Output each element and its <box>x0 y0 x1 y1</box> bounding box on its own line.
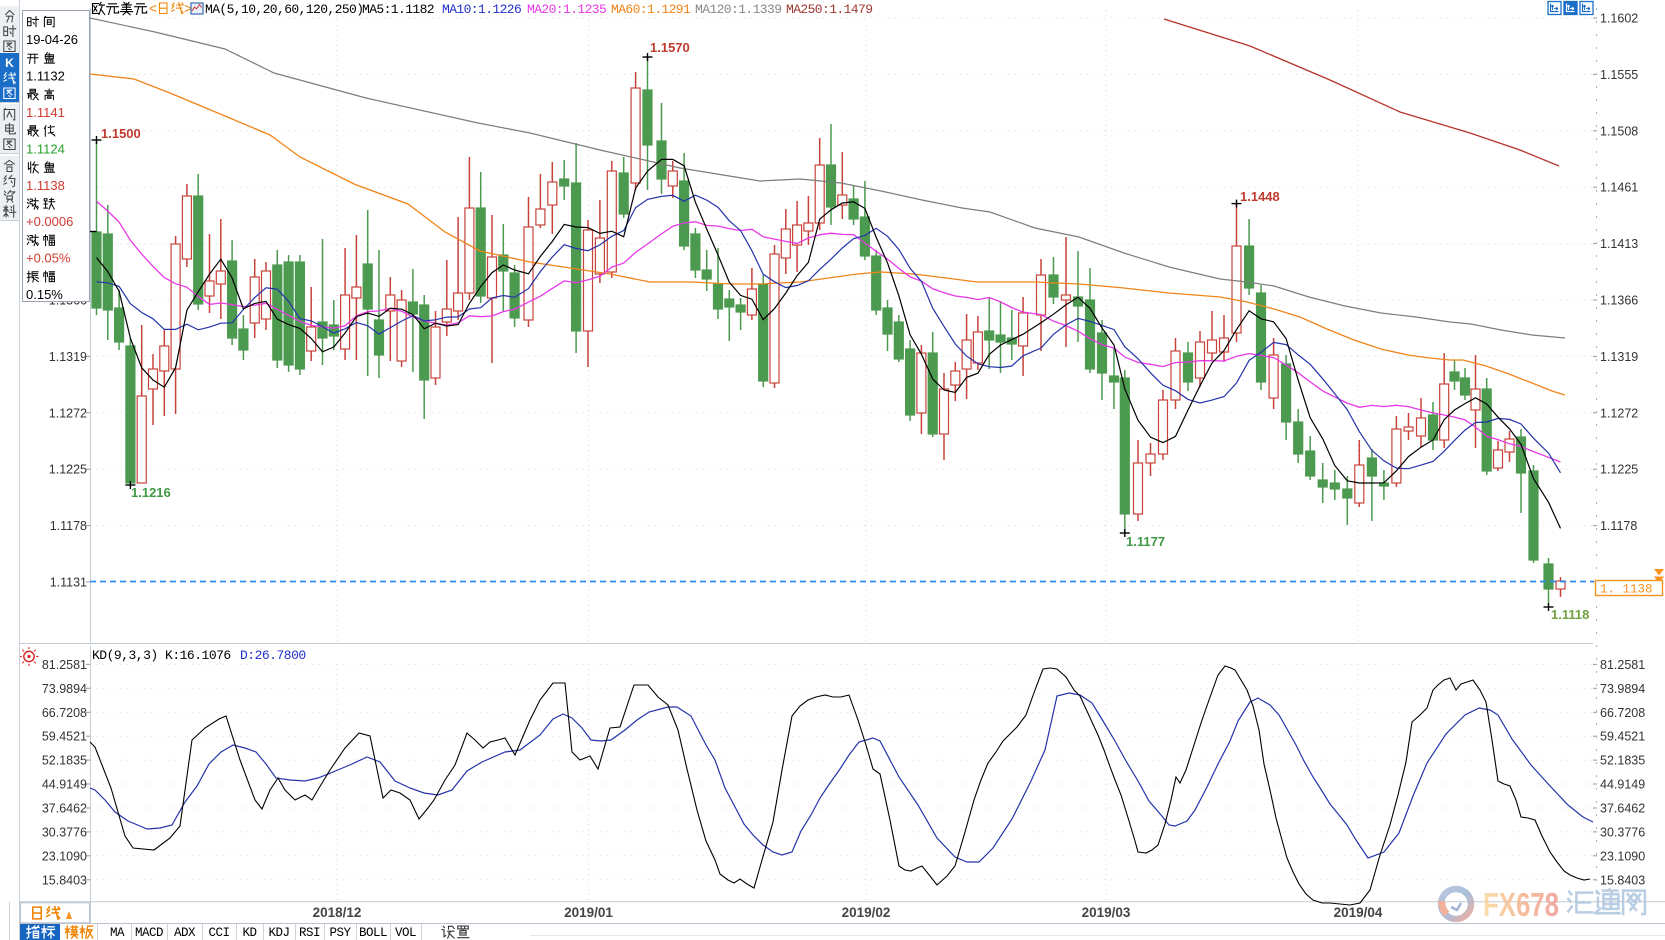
svg-text:30.3776: 30.3776 <box>1600 825 1645 839</box>
svg-text:1.1319: 1.1319 <box>1600 350 1638 364</box>
svg-text:KD: KD <box>242 926 256 940</box>
svg-text:0.15%: 0.15% <box>26 287 63 302</box>
svg-text:1.1461: 1.1461 <box>1600 181 1638 195</box>
svg-text:37.6462: 37.6462 <box>1600 802 1645 816</box>
svg-text:1.1570: 1.1570 <box>650 40 690 55</box>
svg-text:1.1602: 1.1602 <box>1600 12 1638 26</box>
svg-text:MA20:1.1235: MA20:1.1235 <box>527 2 606 17</box>
svg-text:2019/02: 2019/02 <box>842 905 891 920</box>
svg-text:2019/01: 2019/01 <box>564 905 613 920</box>
svg-text:KD(9,3,3) K:16.1076: KD(9,3,3) K:16.1076 <box>92 648 231 663</box>
svg-text:66.7208: 66.7208 <box>42 706 87 720</box>
svg-text:MA60:1.1291: MA60:1.1291 <box>611 2 691 17</box>
svg-text:30.3776: 30.3776 <box>42 825 87 839</box>
svg-text:1.1366: 1.1366 <box>1600 294 1638 308</box>
svg-text:73.9894: 73.9894 <box>42 682 87 696</box>
svg-text:MA10:1.1226: MA10:1.1226 <box>442 2 521 17</box>
svg-text:2019/04: 2019/04 <box>1334 905 1383 920</box>
svg-text:1.1272: 1.1272 <box>1600 406 1638 420</box>
svg-text:66.7208: 66.7208 <box>1600 706 1645 720</box>
svg-text:1.1555: 1.1555 <box>1600 68 1638 82</box>
svg-text:1.1319: 1.1319 <box>49 350 87 364</box>
svg-text:1.1124: 1.1124 <box>26 141 65 156</box>
svg-text:81.2581: 81.2581 <box>42 658 87 672</box>
svg-text:1.1141: 1.1141 <box>26 105 65 120</box>
svg-text:1.1508: 1.1508 <box>1600 124 1638 138</box>
svg-text:1.1132: 1.1132 <box>26 69 65 84</box>
svg-text:1.1131: 1.1131 <box>50 576 87 590</box>
svg-text:52.1835: 52.1835 <box>42 754 87 768</box>
svg-text:1. 1138: 1. 1138 <box>1600 583 1653 597</box>
svg-text:MA(5,10,20,60,120,250): MA(5,10,20,60,120,250) <box>205 2 363 17</box>
svg-text:1.1138: 1.1138 <box>26 178 65 193</box>
svg-text:PSY: PSY <box>329 926 351 940</box>
svg-text:RSI: RSI <box>299 926 320 940</box>
svg-text:37.6462: 37.6462 <box>42 802 87 816</box>
svg-text:KDJ: KDJ <box>268 926 289 940</box>
svg-text:44.9149: 44.9149 <box>42 778 87 792</box>
svg-text:23.1090: 23.1090 <box>42 849 87 863</box>
svg-text:81.2581: 81.2581 <box>1600 658 1645 672</box>
svg-text:19-04-26: 19-04-26 <box>26 32 78 47</box>
svg-text:D:26.7800: D:26.7800 <box>240 648 306 663</box>
svg-text:<: < <box>149 1 157 16</box>
svg-text:VOL: VOL <box>395 926 416 940</box>
svg-text:1.1177: 1.1177 <box>1126 534 1165 549</box>
svg-text:MA250:1.1479: MA250:1.1479 <box>786 2 872 17</box>
svg-text:1.1178: 1.1178 <box>50 519 87 533</box>
svg-text:+0.05%: +0.05% <box>26 251 71 266</box>
svg-text:2018/12: 2018/12 <box>313 905 362 920</box>
svg-text:2019/03: 2019/03 <box>1082 905 1131 920</box>
svg-text:1.1413: 1.1413 <box>1600 237 1638 251</box>
svg-text:1.1500: 1.1500 <box>101 126 141 141</box>
svg-text:1.1118: 1.1118 <box>1551 607 1589 622</box>
svg-text:MA120:1.1339: MA120:1.1339 <box>695 2 781 17</box>
svg-text:K: K <box>5 56 14 70</box>
svg-text:MACD: MACD <box>135 926 163 940</box>
svg-text:73.9894: 73.9894 <box>1600 682 1645 696</box>
svg-text:+0.0006: +0.0006 <box>26 214 73 229</box>
svg-text:1.1225: 1.1225 <box>49 463 87 477</box>
svg-text:1.1272: 1.1272 <box>49 406 87 420</box>
svg-text:FX678: FX678 <box>1483 886 1559 923</box>
svg-text:1.1216: 1.1216 <box>131 485 171 500</box>
svg-text:15.8403: 15.8403 <box>1600 873 1645 887</box>
svg-text:ADX: ADX <box>174 926 196 940</box>
svg-text:1.1225: 1.1225 <box>1600 463 1638 477</box>
svg-text:1.1178: 1.1178 <box>1600 519 1637 533</box>
svg-text:59.4521: 59.4521 <box>1600 730 1645 744</box>
svg-text:15.8403: 15.8403 <box>42 873 87 887</box>
svg-text:23.1090: 23.1090 <box>1600 849 1645 863</box>
svg-text:MA5:1.1182: MA5:1.1182 <box>362 2 434 17</box>
svg-text:59.4521: 59.4521 <box>42 730 87 744</box>
svg-text:1.1448: 1.1448 <box>1240 189 1280 204</box>
svg-text:MA: MA <box>110 926 125 940</box>
svg-text:>: > <box>184 1 192 16</box>
svg-text:52.1835: 52.1835 <box>1600 754 1645 768</box>
svg-text:44.9149: 44.9149 <box>1600 778 1645 792</box>
svg-text:BOLL: BOLL <box>359 926 387 940</box>
svg-text:CCI: CCI <box>208 926 229 940</box>
